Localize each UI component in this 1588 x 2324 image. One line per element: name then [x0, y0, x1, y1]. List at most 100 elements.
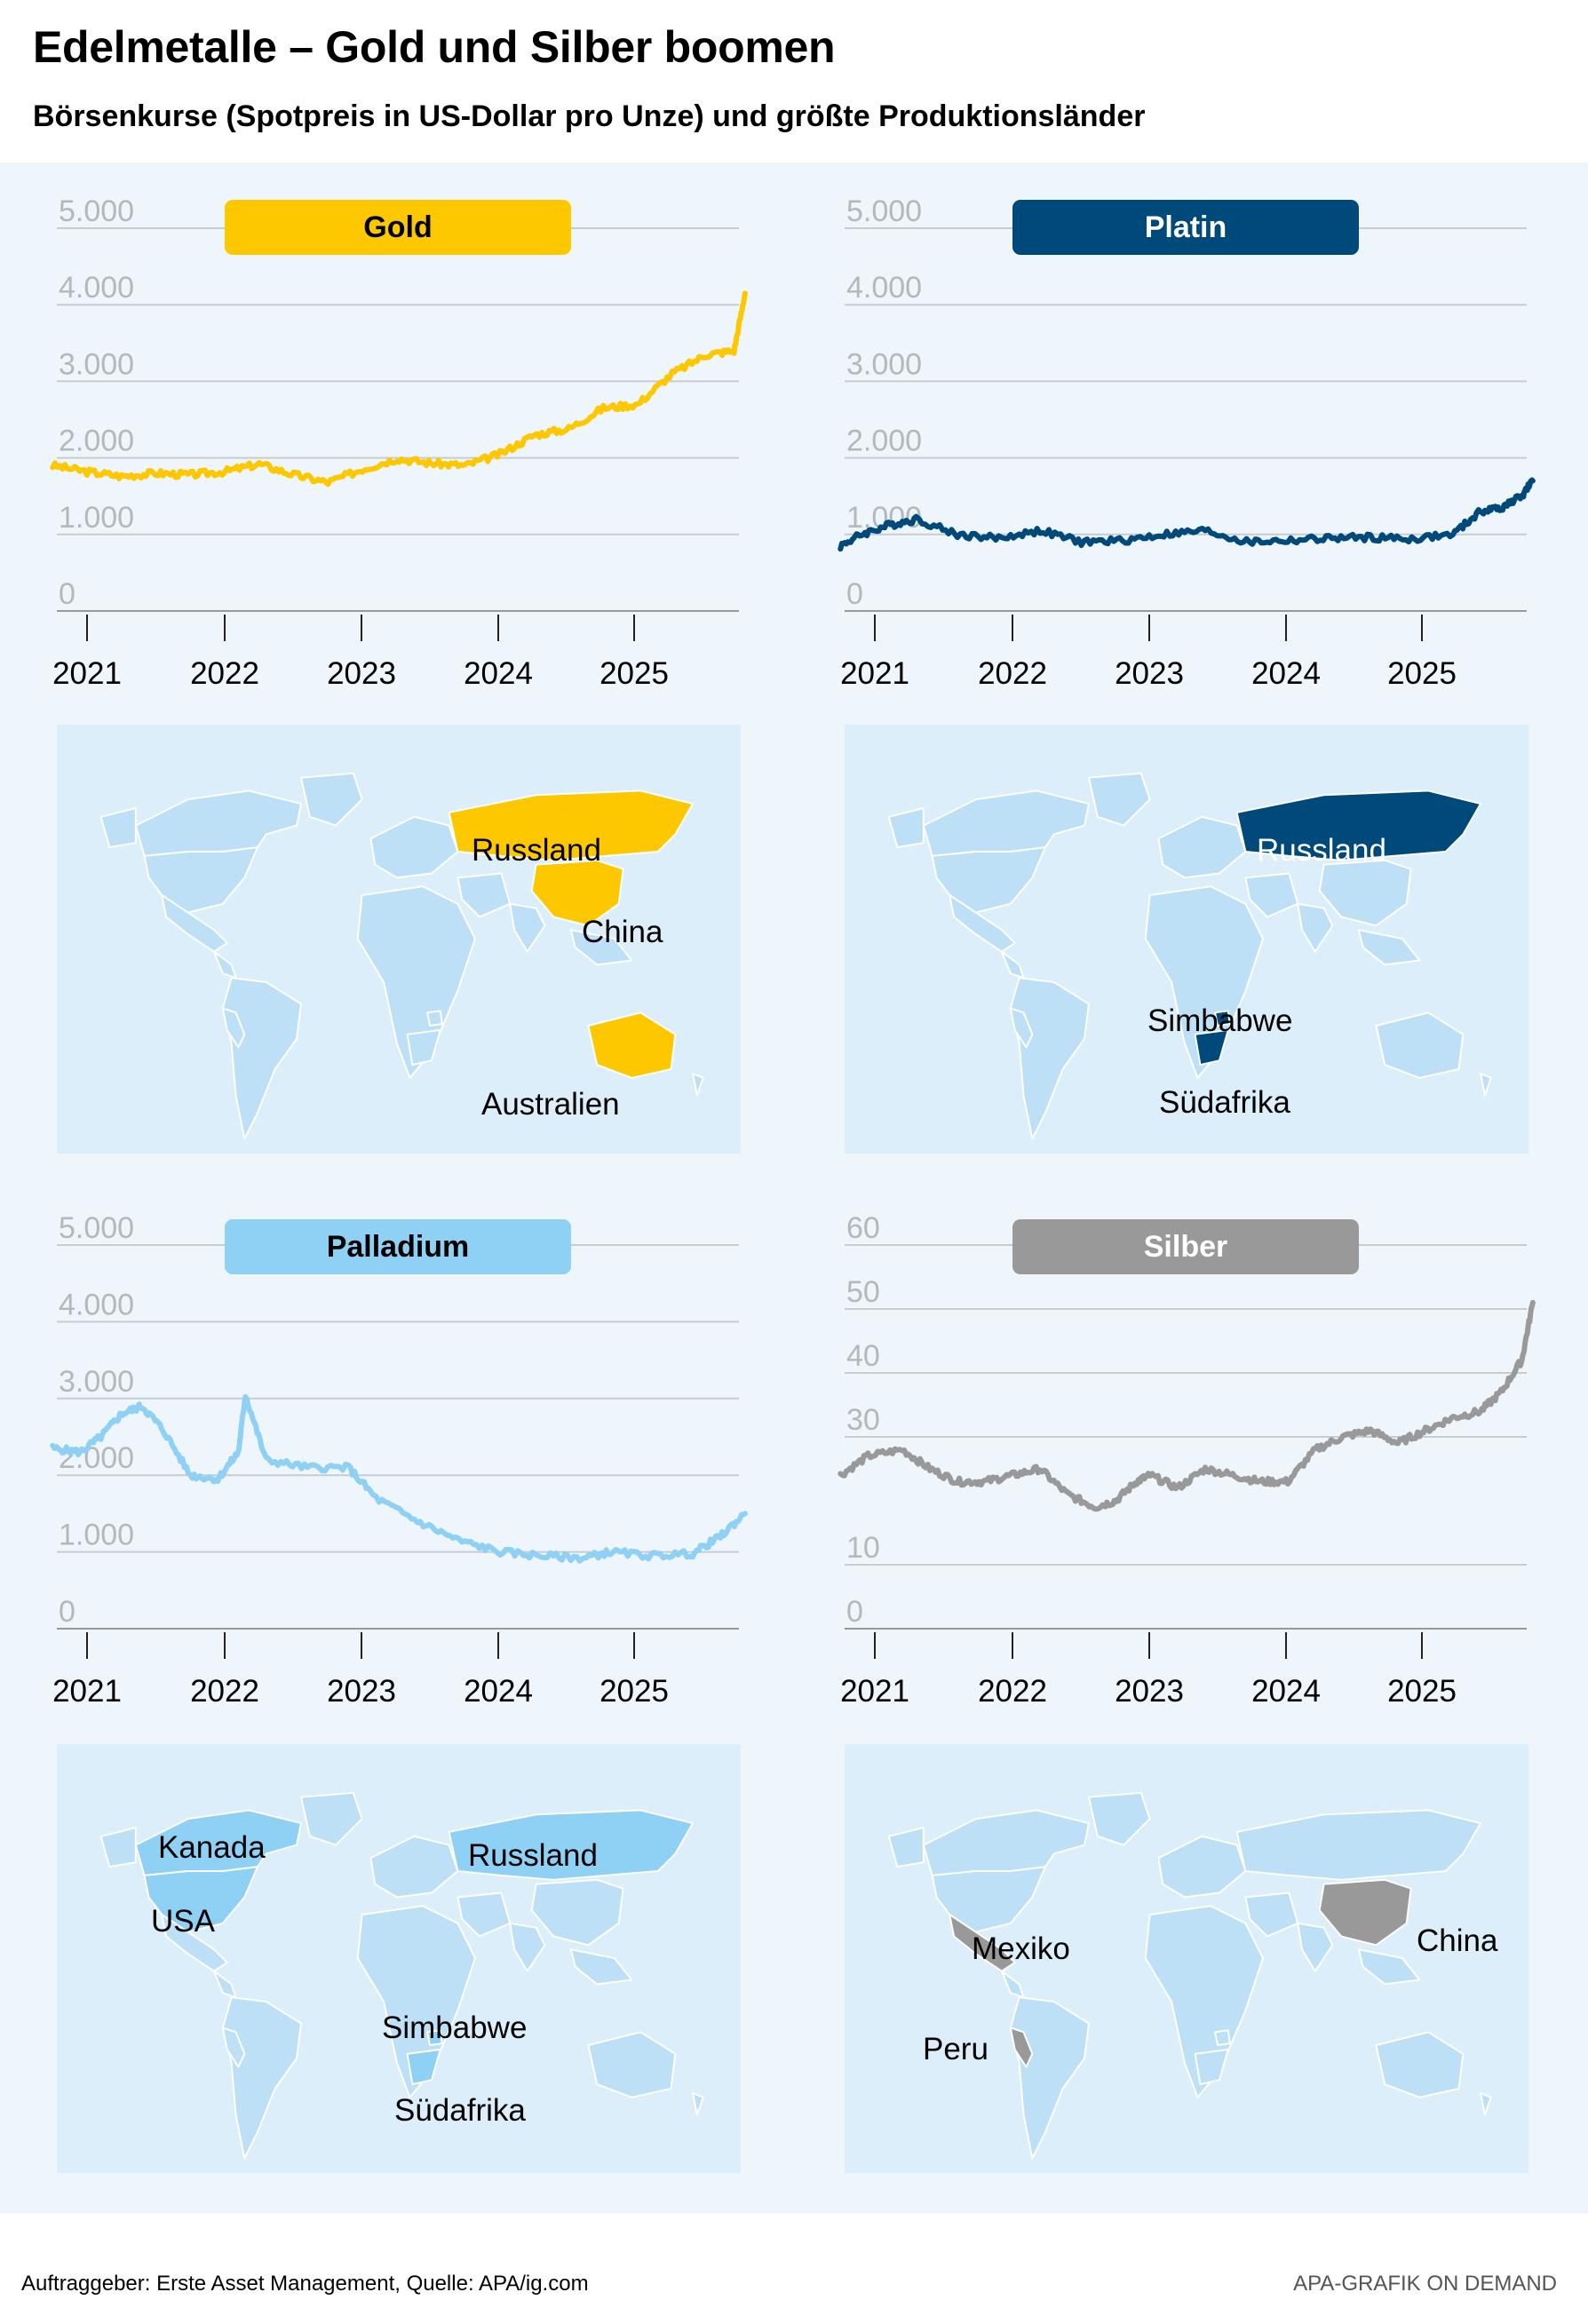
- country-russia: [448, 1809, 694, 1881]
- x-tick-label: 2021: [52, 656, 122, 691]
- map-label-kanada: Kanada: [158, 1830, 266, 1865]
- silber-map: Mexiko Peru China: [845, 1744, 1528, 2173]
- series-line: [838, 477, 1536, 552]
- x-tick-label: 2023: [1115, 656, 1184, 691]
- y-tick-label: 3.000: [59, 1365, 134, 1399]
- silber-badge: Silber: [1012, 1219, 1359, 1274]
- country-usa: [143, 846, 258, 914]
- y-tick-label: 1.000: [59, 501, 134, 535]
- country-australia: [587, 1011, 677, 1079]
- footer-credit: APA-GRAFIK ON DEMAND: [1293, 2272, 1557, 2296]
- country-india: [509, 902, 546, 953]
- x-tick-label: 2022: [190, 656, 259, 691]
- country-greenland: [300, 1791, 363, 1846]
- map-label-peru: Peru: [923, 2032, 989, 2066]
- y-tick-label: 5.000: [846, 194, 922, 228]
- x-tick-label: 2024: [464, 656, 533, 691]
- map-label-china: China: [582, 915, 663, 949]
- country-nz: [692, 2091, 704, 2116]
- y-tick-label: 40: [846, 1339, 880, 1373]
- y-tick-label: 1.000: [59, 1519, 134, 1552]
- country-nz: [692, 1072, 704, 1097]
- country-canada: [922, 1809, 1090, 1876]
- palladium-map: Kanada USA Russland Simbabwe Südafrika: [57, 1744, 741, 2173]
- map-label-suedafrika: Südafrika: [1159, 1085, 1290, 1120]
- y-tick-label: 0: [846, 577, 863, 611]
- y-tick-label: 50: [846, 1275, 880, 1309]
- country-greenland: [1088, 1791, 1151, 1846]
- x-tick-label: 2024: [464, 1674, 533, 1709]
- x-tick-label: 2024: [1251, 656, 1321, 691]
- country-camerica: [213, 1970, 237, 1999]
- country-russia: [448, 789, 694, 861]
- y-tick-label: 2.000: [846, 424, 922, 458]
- y-tick-label: 4.000: [846, 271, 922, 305]
- country-mideast: [1244, 1892, 1299, 1938]
- country-nz: [1480, 2091, 1492, 2116]
- country-peru: [1009, 2027, 1034, 2068]
- country-southafrica: [406, 2048, 441, 2086]
- world-map-palladium: [99, 1791, 704, 2160]
- country-india: [1297, 902, 1334, 953]
- country-mexico: [161, 894, 228, 953]
- x-tick-label: 2023: [327, 1674, 396, 1709]
- country-peru: [1009, 1007, 1034, 1049]
- map-label-russland: Russland: [1257, 833, 1386, 868]
- country-india: [509, 1922, 546, 1972]
- y-tick-label: 3.000: [846, 347, 922, 381]
- x-tick-label: 2025: [599, 1674, 669, 1709]
- y-tick-label: 0: [59, 1595, 75, 1629]
- country-samerica: [221, 1996, 302, 2160]
- series-line: [50, 290, 748, 488]
- page-subtitle: Börsenkurse (Spotpreis in US-Dollar pro …: [33, 99, 1146, 133]
- country-russia: [1235, 789, 1481, 861]
- x-tick-label: 2021: [840, 656, 909, 691]
- country-mexico: [949, 1914, 1016, 1972]
- y-tick-label: 3.000: [59, 347, 134, 381]
- country-alaska: [99, 1827, 137, 1868]
- country-camerica: [1001, 950, 1025, 980]
- x-tick-label: 2023: [327, 656, 396, 691]
- country-mideast: [457, 1892, 512, 1938]
- country-sea: [569, 1948, 633, 1986]
- x-tick-label: 2021: [840, 1674, 909, 1709]
- x-tick-label: 2025: [599, 656, 669, 691]
- world-map-gold: [99, 772, 704, 1140]
- map-label-russland: Russland: [468, 1838, 598, 1873]
- y-tick-label: 2.000: [59, 424, 134, 458]
- country-canada: [134, 789, 302, 857]
- country-usa: [931, 1866, 1046, 1933]
- country-mexico: [161, 1914, 228, 1972]
- x-tick-label: 2023: [1115, 1674, 1184, 1709]
- map-group: [887, 772, 1492, 1140]
- country-greenland: [1088, 772, 1151, 827]
- country-alaska: [99, 807, 137, 849]
- x-tick-label: 2022: [978, 1674, 1047, 1709]
- country-sea: [1357, 929, 1421, 966]
- country-alaska: [887, 1827, 925, 1868]
- map-label-usa: USA: [151, 1904, 215, 1939]
- country-alaska: [887, 807, 925, 849]
- gold-map: Russland China Australien: [57, 725, 741, 1154]
- map-label-simbabwe: Simbabwe: [382, 2011, 528, 2045]
- x-tick-label: 2025: [1387, 1674, 1457, 1709]
- x-tick-label: 2022: [978, 656, 1047, 691]
- y-tick-label: 4.000: [59, 271, 134, 305]
- x-tick-label: 2024: [1251, 1674, 1321, 1709]
- country-russia: [1235, 1809, 1481, 1881]
- country-greenland: [300, 772, 363, 827]
- country-peru: [221, 2027, 246, 2068]
- y-tick-label: 0: [846, 1595, 863, 1629]
- y-tick-label: 5.000: [59, 1211, 134, 1245]
- country-usa: [931, 846, 1046, 914]
- country-sea: [1357, 1948, 1421, 1986]
- country-china: [1318, 1878, 1412, 1947]
- country-southafrica: [1194, 1028, 1229, 1067]
- country-australia: [1375, 2031, 1465, 2098]
- series-line: [50, 1393, 748, 1564]
- y-tick-label: 60: [846, 1211, 880, 1245]
- country-sea: [569, 929, 633, 966]
